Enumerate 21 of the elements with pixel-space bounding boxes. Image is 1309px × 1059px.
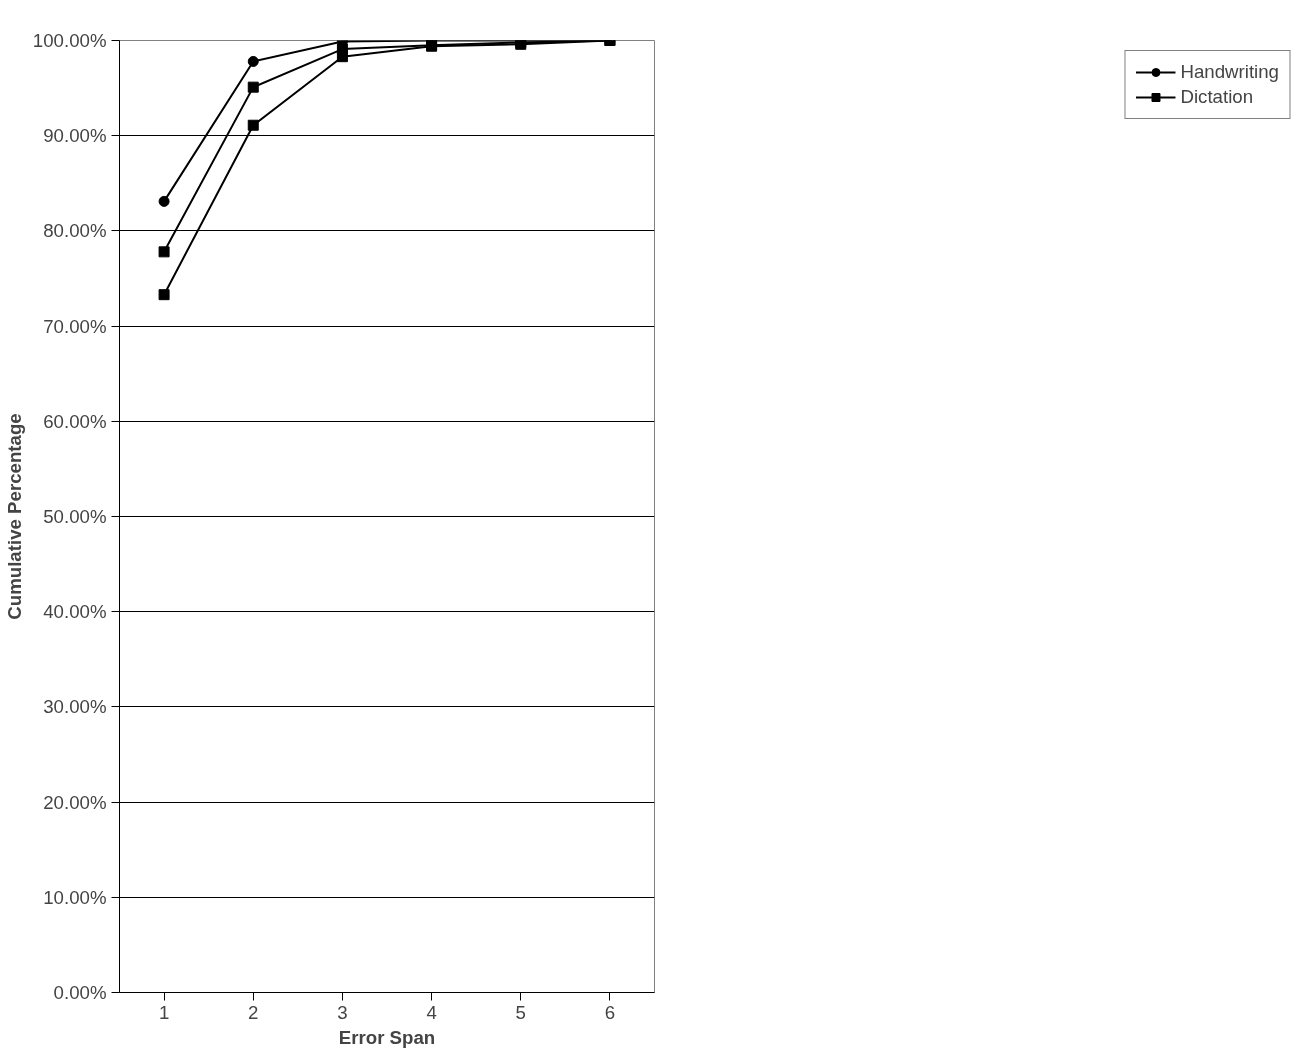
x-axis-title: Error Span [338,1026,436,1048]
x-tick-label: 5 [515,1001,526,1023]
x-tick-label: 3 [337,1001,348,1023]
x-tick-label: 2 [248,1001,259,1023]
x-tick-label: 1 [158,1001,170,1023]
x-tick-label: 6 [604,1001,616,1023]
y-tick-label: 40.00% [43,601,107,623]
y-tick-label: 30.00% [43,696,107,718]
x-tick-label: 4 [426,1001,437,1023]
y-tick-label: 80.00% [43,220,107,242]
y-tick-label: 60.00% [43,410,107,432]
y-tick-label: 0.00% [53,982,107,1003]
legend-label: Dictation [1180,86,1254,108]
y-tick-label: 90.00% [43,125,107,147]
y-tick-label: 10.00% [43,886,107,908]
y-tick-label: 20.00% [43,791,107,813]
legend-label: Handwriting [1180,61,1279,83]
y-tick-label: 70.00% [43,315,107,337]
y-tick-label: 100.00% [32,30,107,51]
y-axis-title: Cumulative Percentage [3,413,25,620]
y-tick-label: 50.00% [43,506,107,527]
